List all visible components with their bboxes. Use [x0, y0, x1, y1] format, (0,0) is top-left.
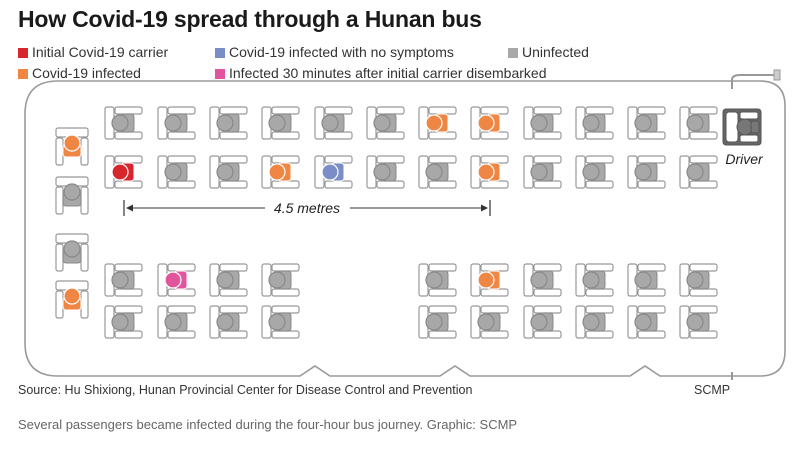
legend-swatch-late [215, 69, 225, 79]
legend-item-carrier: Initial Covid-19 carrier [18, 44, 168, 60]
seat-upper-1-12 [679, 106, 718, 140]
seat-lower-2-2 [157, 305, 196, 339]
seat-lower-1-9 [523, 263, 562, 297]
seat-upper-2-8 [470, 155, 509, 189]
distance-label: 4.5 metres [274, 200, 340, 216]
seat-lower-1-10 [575, 263, 614, 297]
legend-label-asymptomatic: Covid-19 infected with no symptoms [229, 44, 454, 60]
legend-swatch-uninfected [508, 48, 518, 58]
seat-lower-2-1 [104, 305, 143, 339]
chart-title: How Covid-19 spread through a Hunan bus [18, 6, 482, 32]
seat-upper-2-6 [366, 155, 405, 189]
seat-lower-2-11 [627, 305, 666, 339]
seat-upper-1-7 [418, 106, 457, 140]
seat-lower-2-8 [470, 305, 509, 339]
seat-lower-1-13 [679, 263, 718, 297]
seat-lower-2-10 [575, 305, 614, 339]
legend-item-uninfected: Uninfected [508, 44, 589, 60]
seat-lower-2-7 [418, 305, 457, 339]
seat-upper-1-4 [261, 106, 300, 140]
seat-lower-1-4 [261, 263, 300, 297]
seat-side-1 [55, 127, 89, 166]
bus-diagram: 4.5 metres Driver [24, 69, 786, 380]
legend-label-uninfected: Uninfected [522, 44, 589, 60]
legend-swatch-asymptomatic [215, 48, 225, 58]
seat-upper-2-7 [418, 155, 457, 189]
seat-upper-1-9 [523, 106, 562, 140]
seat-side-3 [55, 233, 89, 272]
legend-label-late: Infected 30 minutes after initial carrie… [229, 65, 547, 81]
seat-upper-2-1 [104, 155, 143, 189]
distance-marker [123, 200, 491, 216]
seat-upper-2-2 [157, 155, 196, 189]
seat-upper-1-2 [157, 106, 196, 140]
seat-upper-1-11 [627, 106, 666, 140]
bus-outline [24, 80, 786, 377]
legend-swatch-carrier [18, 48, 28, 58]
seat-upper-1-3 [209, 106, 248, 140]
seat-lower-2-4 [261, 305, 300, 339]
legend-label-infected: Covid-19 infected [32, 65, 141, 81]
seat-upper-2-9 [523, 155, 562, 189]
source-note: Source: Hu Shixiong, Hunan Provincial Ce… [18, 383, 473, 397]
seat-upper-1-10 [575, 106, 614, 140]
mirror-top-icon [731, 74, 775, 89]
legend-item-asymptomatic: Covid-19 infected with no symptoms [215, 44, 454, 60]
seat-upper-1-6 [366, 106, 405, 140]
legend-label-carrier: Initial Covid-19 carrier [32, 44, 169, 60]
legend-item-infected: Covid-19 infected [18, 65, 141, 81]
driver-label: Driver [725, 151, 764, 167]
seat-grid [55, 106, 718, 339]
seat-lower-1-3 [209, 263, 248, 297]
seat-lower-1-11 [627, 263, 666, 297]
seat-lower-1-1 [104, 263, 143, 297]
seat-side-4 [55, 280, 89, 319]
seat-lower-2-13 [679, 305, 718, 339]
seat-upper-2-12 [679, 155, 718, 189]
seat-upper-2-5 [314, 155, 353, 189]
mirror-top-head [773, 69, 781, 81]
seat-lower-2-3 [209, 305, 248, 339]
credit-label: SCMP [694, 383, 731, 397]
seat-lower-1-8 [470, 263, 509, 297]
seat-side-2 [55, 176, 89, 215]
seat-lower-1-2 [157, 263, 196, 297]
seat-upper-1-1 [104, 106, 143, 140]
seat-upper-2-4 [261, 155, 300, 189]
caption: Several passengers became infected durin… [18, 417, 518, 432]
seat-upper-1-5 [314, 106, 353, 140]
seat-upper-1-8 [470, 106, 509, 140]
driver-seat-icon [722, 108, 762, 146]
seat-lower-2-9 [523, 305, 562, 339]
seat-upper-2-3 [209, 155, 248, 189]
legend-item-late: Infected 30 minutes after initial carrie… [215, 65, 546, 81]
legend-swatch-infected [18, 69, 28, 79]
seat-lower-1-7 [418, 263, 457, 297]
seat-upper-2-11 [627, 155, 666, 189]
seat-upper-2-10 [575, 155, 614, 189]
